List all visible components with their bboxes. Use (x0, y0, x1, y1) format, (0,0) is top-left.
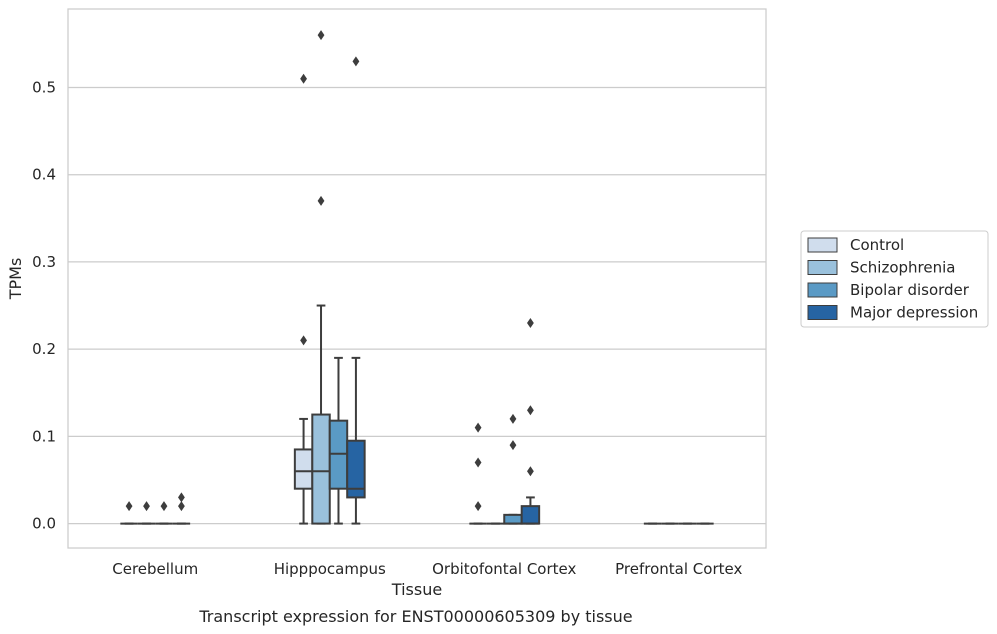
outlier-point (474, 457, 482, 468)
y-tick-label: 0.0 (32, 515, 56, 533)
box-body (311, 413, 331, 525)
box-body (346, 439, 366, 499)
y-tick-label: 0.4 (32, 166, 56, 184)
box (311, 30, 331, 525)
x-tick-label: Hipppocampus (274, 560, 386, 578)
box (137, 501, 156, 525)
y-axis-title: TPMs (6, 258, 25, 301)
box (469, 422, 487, 525)
outlier-point (317, 195, 325, 206)
box (155, 501, 173, 525)
box (120, 501, 138, 525)
outlier-point (300, 335, 307, 346)
box (328, 356, 349, 525)
plot-frame (67, 8, 767, 549)
legend-label: Bipolar disorder (850, 281, 970, 299)
legend-label: Schizophrenia (850, 259, 955, 277)
x-axis-title: Tissue (391, 580, 442, 599)
outlier-point (125, 501, 133, 512)
outlier-point (352, 56, 360, 67)
legend-label: Major depression (850, 304, 978, 322)
box-body (520, 505, 541, 525)
legend-swatch (807, 237, 838, 253)
box-body (503, 513, 523, 525)
box-body (293, 448, 314, 490)
y-tick-label: 0.1 (32, 427, 56, 445)
legend-frame (800, 230, 989, 328)
outlier-point (300, 73, 307, 84)
x-tick-label: Orbitofontal Cortex (432, 560, 576, 578)
grid-lines (68, 86, 766, 525)
outlier-point (527, 405, 534, 416)
outlier-point (143, 501, 150, 512)
outlier-point (178, 492, 185, 503)
outlier-point (474, 422, 482, 433)
outlier-point (527, 317, 534, 328)
y-tick-label: 0.3 (32, 253, 56, 271)
chart-caption: Transcript expression for ENST0000060530… (198, 607, 632, 626)
outlier-point (317, 30, 325, 41)
outlier-point (527, 466, 534, 477)
y-tick-label: 0.2 (32, 340, 56, 358)
y-tick-label: 0.5 (32, 78, 56, 96)
legend-swatch (807, 305, 838, 320)
box (520, 317, 541, 525)
legend-swatch (807, 282, 838, 298)
outlier-point (160, 501, 168, 512)
outlier-point (474, 501, 482, 512)
legend: Control Schizophrenia Bipolar disorder Majo… (800, 230, 989, 328)
x-tick-label: Prefrontal Cortex (615, 560, 742, 578)
legend-label: Control (850, 236, 904, 254)
outlier-point (178, 501, 185, 512)
box (293, 73, 314, 525)
outlier-point (509, 440, 517, 451)
outlier-point (509, 413, 517, 424)
x-tick-label: Cerebellum (112, 560, 198, 578)
box (172, 492, 191, 525)
legend-swatch (807, 260, 838, 275)
box (503, 413, 523, 525)
tick-labels: 0.0 0.1 0.2 0.3 0.4 0.5 Cerebellum Hipppocampus… (32, 78, 742, 578)
box (346, 56, 366, 525)
boxes-layer (120, 30, 714, 525)
